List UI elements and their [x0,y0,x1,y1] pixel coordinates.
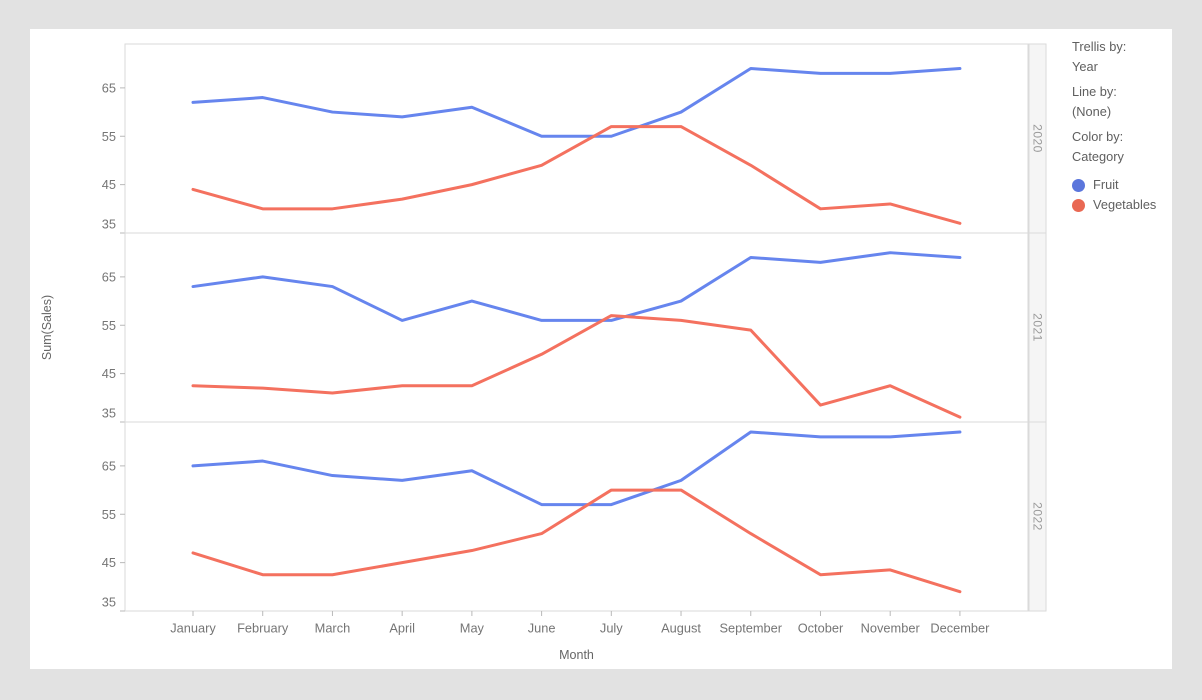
trellis-by-value[interactable]: Year [1072,59,1098,74]
x-tick-label: October [798,621,844,636]
y-tick-label: 55 [102,507,116,522]
y-tick-label: 55 [102,129,116,144]
x-tick-label: January [170,621,216,636]
chart-settings-panel: Trellis by: Year Line by: (None) Color b… [1072,37,1168,215]
y-tick-label: 35 [102,595,116,610]
legend-color-dot [1072,178,1085,192]
x-tick-label: September [719,621,782,636]
x-tick-label: December [930,621,990,636]
legend-item-vegetables[interactable]: Vegetables [1072,195,1168,215]
legend: Fruit Vegetables [1072,175,1168,215]
y-tick-label: 65 [102,80,116,95]
color-by-setting: Color by: Category [1072,127,1168,167]
y-axis-title: Sum(Sales) [40,295,54,360]
legend-color-dot [1072,198,1085,212]
series-line-vegetables-2020[interactable] [191,125,962,225]
trellis-year-label: 2021 [1031,313,1045,342]
series-line-fruit-2020[interactable] [191,67,962,138]
legend-item-label: Fruit [1093,177,1119,192]
y-tick-label: 35 [102,217,116,232]
color-by-value[interactable]: Category [1072,149,1124,164]
trellis-header-2022 [1028,421,1047,612]
trellis-by-setting: Trellis by: Year [1072,37,1168,77]
trellis-year-label: 2020 [1031,124,1045,153]
x-tick-label: July [600,621,623,636]
y-tick-label: 65 [102,269,116,284]
y-tick-label: 45 [102,366,116,381]
line-by-setting: Line by: (None) [1072,82,1168,122]
trellis-year-label: 2022 [1031,502,1045,531]
line-by-value[interactable]: (None) [1072,104,1112,119]
series-line-vegetables-2022[interactable] [191,488,962,594]
series-line-fruit-2022[interactable] [191,430,962,507]
legend-item-label: Vegetables [1093,197,1157,212]
y-tick-label: 45 [102,555,116,570]
x-tick-label: June [528,621,556,636]
y-tick-label: 55 [102,318,116,333]
y-tick-label: 35 [102,406,116,421]
x-tick-label: November [861,621,921,636]
x-tick-label: March [315,621,351,636]
series-line-fruit-2021[interactable] [191,251,962,322]
x-tick-label: May [460,621,485,636]
chart-card: 65 55 45 35 2020 65 55 45 35 2021 65 55 45 35 2022 Janu… [30,29,1172,669]
trellis-by-label: Trellis by: [1072,39,1127,54]
legend-item-fruit[interactable]: Fruit [1072,175,1168,195]
x-tick-label: August [661,621,701,636]
panel-2022 [124,421,1029,612]
y-tick-label: 45 [102,177,116,192]
series-line-vegetables-2021[interactable] [191,314,962,419]
line-by-label: Line by: [1072,84,1117,99]
x-axis-title: Month [559,648,594,662]
color-by-label: Color by: [1072,129,1124,144]
x-tick-label: April [389,621,415,636]
y-tick-label: 65 [102,458,116,473]
panel-2021 [124,232,1029,423]
trellis-line-chart[interactable]: 65 55 45 35 2020 65 55 45 35 2021 65 55 45 35 2022 Janu… [30,29,1172,669]
x-tick-label: February [237,621,289,636]
